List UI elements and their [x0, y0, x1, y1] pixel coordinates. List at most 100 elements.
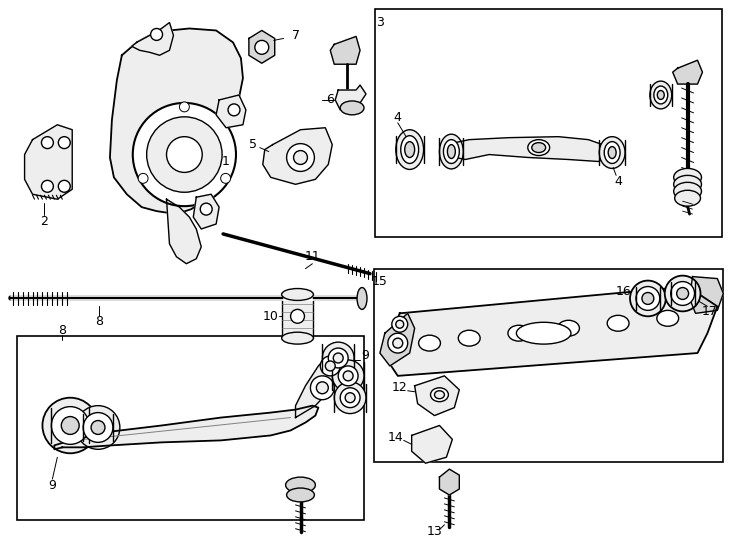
Ellipse shape	[558, 320, 579, 336]
Polygon shape	[24, 125, 72, 199]
Circle shape	[338, 366, 358, 386]
Text: 14: 14	[388, 431, 404, 444]
Circle shape	[677, 287, 688, 300]
Circle shape	[388, 333, 407, 353]
Ellipse shape	[291, 309, 305, 323]
Polygon shape	[455, 137, 614, 161]
Text: 17: 17	[702, 305, 717, 318]
Circle shape	[76, 406, 120, 449]
Polygon shape	[330, 36, 360, 64]
Circle shape	[322, 342, 354, 374]
Bar	[375, 9, 722, 237]
Bar	[282, 294, 313, 338]
Circle shape	[286, 144, 314, 171]
Text: 8: 8	[58, 323, 66, 337]
Ellipse shape	[599, 137, 625, 168]
Ellipse shape	[431, 388, 448, 402]
Ellipse shape	[517, 322, 571, 344]
Circle shape	[340, 388, 360, 408]
Ellipse shape	[340, 101, 364, 115]
Ellipse shape	[282, 288, 313, 300]
Circle shape	[91, 421, 105, 434]
Circle shape	[333, 353, 344, 363]
Polygon shape	[380, 313, 415, 366]
Circle shape	[58, 180, 70, 192]
Text: 9: 9	[48, 478, 57, 491]
Circle shape	[636, 287, 660, 310]
Circle shape	[255, 40, 269, 55]
Ellipse shape	[657, 310, 679, 326]
Text: 12: 12	[392, 381, 407, 394]
Polygon shape	[440, 469, 459, 495]
Circle shape	[62, 416, 79, 434]
Ellipse shape	[675, 190, 700, 206]
Text: 6: 6	[327, 93, 334, 106]
Circle shape	[328, 348, 348, 368]
Text: 9: 9	[361, 348, 369, 361]
Ellipse shape	[607, 315, 629, 331]
Circle shape	[320, 356, 340, 376]
Polygon shape	[386, 287, 717, 376]
Circle shape	[671, 281, 694, 306]
Ellipse shape	[440, 134, 463, 169]
Circle shape	[167, 137, 203, 172]
Text: 10: 10	[263, 310, 279, 323]
Circle shape	[51, 407, 89, 444]
Polygon shape	[167, 199, 201, 264]
Circle shape	[334, 382, 366, 414]
Ellipse shape	[650, 81, 672, 109]
Ellipse shape	[401, 136, 418, 164]
Text: 8: 8	[95, 315, 103, 328]
Ellipse shape	[654, 86, 668, 104]
Ellipse shape	[674, 183, 702, 200]
Circle shape	[221, 173, 230, 183]
Circle shape	[642, 293, 654, 305]
Text: 4: 4	[394, 111, 401, 124]
Text: 4: 4	[614, 175, 622, 188]
Ellipse shape	[282, 332, 313, 344]
Text: 11: 11	[305, 250, 320, 264]
Circle shape	[665, 275, 700, 312]
Text: 15: 15	[372, 275, 388, 288]
Circle shape	[325, 361, 335, 371]
Circle shape	[179, 102, 189, 112]
Text: 7: 7	[291, 29, 299, 42]
Text: 13: 13	[426, 525, 443, 538]
Ellipse shape	[674, 176, 702, 193]
Circle shape	[630, 281, 666, 316]
Polygon shape	[216, 95, 246, 128]
Circle shape	[200, 203, 212, 215]
Polygon shape	[335, 85, 366, 110]
Circle shape	[83, 413, 113, 442]
Polygon shape	[296, 350, 345, 417]
Polygon shape	[689, 276, 723, 313]
Ellipse shape	[435, 391, 444, 399]
Polygon shape	[249, 30, 275, 63]
Ellipse shape	[458, 330, 480, 346]
Circle shape	[345, 393, 355, 403]
Ellipse shape	[286, 477, 316, 493]
Ellipse shape	[608, 146, 616, 159]
Ellipse shape	[658, 91, 664, 99]
Circle shape	[138, 173, 148, 183]
Polygon shape	[263, 128, 333, 184]
Circle shape	[41, 137, 54, 148]
Circle shape	[392, 316, 407, 332]
Circle shape	[396, 320, 404, 328]
Circle shape	[147, 117, 222, 192]
Ellipse shape	[286, 488, 314, 502]
Polygon shape	[672, 60, 702, 84]
Circle shape	[344, 371, 353, 381]
Polygon shape	[412, 426, 452, 463]
Circle shape	[133, 103, 236, 206]
Text: 3: 3	[376, 16, 384, 29]
Text: 1: 1	[222, 155, 230, 168]
Circle shape	[43, 397, 98, 453]
Bar	[374, 269, 723, 462]
Polygon shape	[110, 29, 243, 214]
Circle shape	[316, 382, 328, 394]
Ellipse shape	[418, 335, 440, 351]
Ellipse shape	[604, 141, 620, 164]
Circle shape	[41, 180, 54, 192]
Circle shape	[310, 376, 334, 400]
